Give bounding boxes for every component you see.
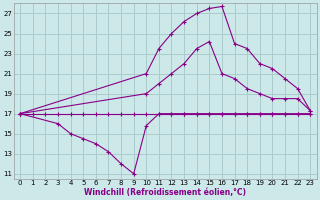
X-axis label: Windchill (Refroidissement éolien,°C): Windchill (Refroidissement éolien,°C) bbox=[84, 188, 246, 197]
